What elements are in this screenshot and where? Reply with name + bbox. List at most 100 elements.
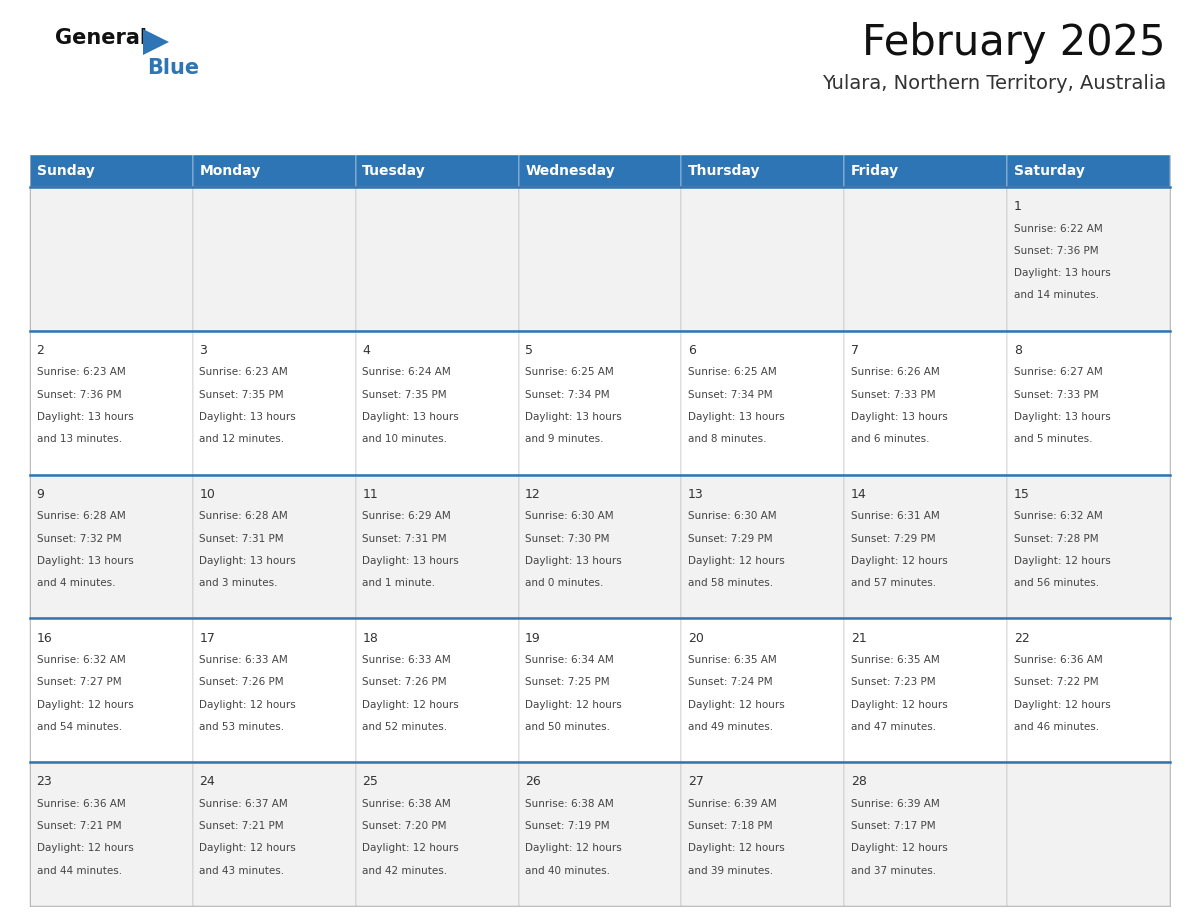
Bar <box>845 475 1007 619</box>
Text: and 52 minutes.: and 52 minutes. <box>362 722 448 732</box>
Text: 7: 7 <box>851 344 859 357</box>
Bar <box>192 762 355 906</box>
Text: Sunset: 7:35 PM: Sunset: 7:35 PM <box>200 390 284 399</box>
Text: Daylight: 13 hours: Daylight: 13 hours <box>688 412 785 422</box>
Bar <box>355 155 519 187</box>
Text: Sunset: 7:35 PM: Sunset: 7:35 PM <box>362 390 447 399</box>
Text: Sunset: 7:36 PM: Sunset: 7:36 PM <box>1013 246 1098 256</box>
Text: Sunset: 7:18 PM: Sunset: 7:18 PM <box>688 821 772 831</box>
Text: Thursday: Thursday <box>688 164 760 178</box>
Text: and 4 minutes.: and 4 minutes. <box>37 578 115 588</box>
Text: and 47 minutes.: and 47 minutes. <box>851 722 936 732</box>
Text: and 54 minutes.: and 54 minutes. <box>37 722 121 732</box>
Text: Daylight: 13 hours: Daylight: 13 hours <box>37 412 133 422</box>
Text: Daylight: 13 hours: Daylight: 13 hours <box>362 412 459 422</box>
Text: Sunset: 7:30 PM: Sunset: 7:30 PM <box>525 533 609 543</box>
Text: Daylight: 13 hours: Daylight: 13 hours <box>37 555 133 565</box>
Text: Daylight: 12 hours: Daylight: 12 hours <box>525 700 621 710</box>
Text: and 14 minutes.: and 14 minutes. <box>1013 290 1099 300</box>
Text: and 40 minutes.: and 40 minutes. <box>525 866 611 876</box>
Text: Daylight: 12 hours: Daylight: 12 hours <box>200 700 296 710</box>
Text: Sunrise: 6:37 AM: Sunrise: 6:37 AM <box>200 799 289 809</box>
Text: Sunrise: 6:36 AM: Sunrise: 6:36 AM <box>37 799 125 809</box>
Bar <box>519 619 682 762</box>
Text: and 9 minutes.: and 9 minutes. <box>525 434 604 444</box>
Text: Daylight: 13 hours: Daylight: 13 hours <box>1013 412 1111 422</box>
Text: 23: 23 <box>37 776 52 789</box>
Bar <box>682 762 845 906</box>
Text: and 10 minutes.: and 10 minutes. <box>362 434 447 444</box>
Text: and 58 minutes.: and 58 minutes. <box>688 578 773 588</box>
Text: 10: 10 <box>200 487 215 501</box>
Text: Sunset: 7:33 PM: Sunset: 7:33 PM <box>1013 390 1098 399</box>
Text: and 0 minutes.: and 0 minutes. <box>525 578 604 588</box>
Bar <box>519 155 682 187</box>
Text: 11: 11 <box>362 487 378 501</box>
Text: Daylight: 12 hours: Daylight: 12 hours <box>1013 700 1111 710</box>
Bar <box>30 619 192 762</box>
Text: Sunrise: 6:30 AM: Sunrise: 6:30 AM <box>688 511 777 521</box>
Bar <box>355 475 519 619</box>
Text: Sunrise: 6:31 AM: Sunrise: 6:31 AM <box>851 511 940 521</box>
Text: Sunrise: 6:24 AM: Sunrise: 6:24 AM <box>362 367 451 377</box>
Text: and 44 minutes.: and 44 minutes. <box>37 866 121 876</box>
Text: Sunrise: 6:25 AM: Sunrise: 6:25 AM <box>525 367 614 377</box>
Text: and 13 minutes.: and 13 minutes. <box>37 434 121 444</box>
Text: and 3 minutes.: and 3 minutes. <box>200 578 278 588</box>
Text: Sunset: 7:26 PM: Sunset: 7:26 PM <box>362 677 447 688</box>
Text: and 6 minutes.: and 6 minutes. <box>851 434 929 444</box>
Bar <box>355 187 519 330</box>
Text: Sunset: 7:26 PM: Sunset: 7:26 PM <box>200 677 284 688</box>
Text: Sunrise: 6:36 AM: Sunrise: 6:36 AM <box>1013 655 1102 665</box>
Text: Friday: Friday <box>851 164 899 178</box>
Text: Daylight: 12 hours: Daylight: 12 hours <box>37 700 133 710</box>
Text: 12: 12 <box>525 487 541 501</box>
Bar <box>1007 187 1170 330</box>
Polygon shape <box>143 29 169 55</box>
Text: and 50 minutes.: and 50 minutes. <box>525 722 611 732</box>
Bar <box>845 187 1007 330</box>
Bar <box>30 475 192 619</box>
Text: Yulara, Northern Territory, Australia: Yulara, Northern Territory, Australia <box>822 74 1165 93</box>
Text: 19: 19 <box>525 632 541 644</box>
Text: Daylight: 13 hours: Daylight: 13 hours <box>362 555 459 565</box>
Bar <box>1007 330 1170 475</box>
Text: Daylight: 12 hours: Daylight: 12 hours <box>688 844 785 854</box>
Text: 21: 21 <box>851 632 866 644</box>
Text: Sunrise: 6:32 AM: Sunrise: 6:32 AM <box>1013 511 1102 521</box>
Bar <box>845 762 1007 906</box>
Text: 20: 20 <box>688 632 703 644</box>
Text: 25: 25 <box>362 776 378 789</box>
Text: 22: 22 <box>1013 632 1030 644</box>
Text: Sunrise: 6:28 AM: Sunrise: 6:28 AM <box>37 511 125 521</box>
Text: Daylight: 12 hours: Daylight: 12 hours <box>851 700 948 710</box>
Text: Sunrise: 6:33 AM: Sunrise: 6:33 AM <box>200 655 289 665</box>
Text: 27: 27 <box>688 776 703 789</box>
Text: Daylight: 12 hours: Daylight: 12 hours <box>200 844 296 854</box>
Bar <box>30 762 192 906</box>
Text: and 53 minutes.: and 53 minutes. <box>200 722 284 732</box>
Text: 18: 18 <box>362 632 378 644</box>
Text: 2: 2 <box>37 344 44 357</box>
Bar <box>30 155 192 187</box>
Bar <box>682 330 845 475</box>
Text: Daylight: 13 hours: Daylight: 13 hours <box>200 555 296 565</box>
Text: Sunset: 7:34 PM: Sunset: 7:34 PM <box>525 390 609 399</box>
Bar <box>845 330 1007 475</box>
Text: Daylight: 13 hours: Daylight: 13 hours <box>525 555 621 565</box>
Bar <box>682 187 845 330</box>
Bar <box>519 475 682 619</box>
Bar <box>1007 475 1170 619</box>
Bar <box>519 187 682 330</box>
Text: Daylight: 13 hours: Daylight: 13 hours <box>200 412 296 422</box>
Text: Sunrise: 6:30 AM: Sunrise: 6:30 AM <box>525 511 614 521</box>
Text: Sunday: Sunday <box>37 164 94 178</box>
Text: and 1 minute.: and 1 minute. <box>362 578 435 588</box>
Bar <box>519 762 682 906</box>
Text: Sunset: 7:27 PM: Sunset: 7:27 PM <box>37 677 121 688</box>
Text: and 8 minutes.: and 8 minutes. <box>688 434 766 444</box>
Bar <box>519 330 682 475</box>
Text: 24: 24 <box>200 776 215 789</box>
Text: Daylight: 12 hours: Daylight: 12 hours <box>525 844 621 854</box>
Text: and 37 minutes.: and 37 minutes. <box>851 866 936 876</box>
